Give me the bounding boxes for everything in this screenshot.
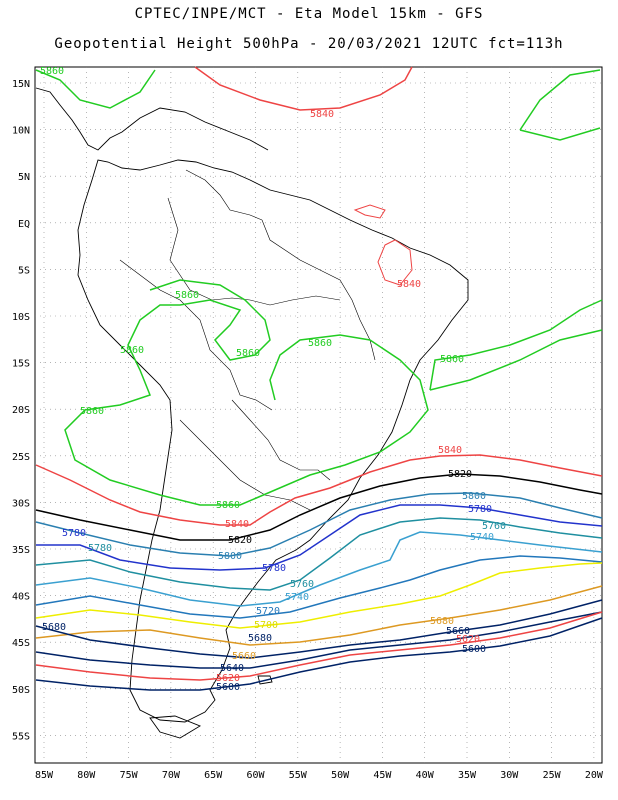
contour-label-5700: 5700 — [254, 620, 278, 631]
latitude-label: 15S — [12, 359, 30, 370]
contour-label-5860: 5860 — [120, 345, 144, 356]
contour-label-5840: 5840 — [310, 109, 334, 120]
contour-label-5760: 5760 — [290, 579, 314, 590]
longitude-label: 50W — [331, 770, 350, 781]
contour-label-5600: 5600 — [216, 682, 240, 693]
contour-label-5660: 5660 — [232, 651, 256, 662]
contour-label-5740: 5740 — [470, 532, 494, 543]
latitude-label: 40S — [12, 592, 30, 603]
contour-label-5860: 5860 — [175, 290, 199, 301]
longitude-label: 35W — [458, 770, 477, 781]
contour-label-5780: 5780 — [62, 528, 86, 539]
coastlines — [35, 87, 469, 739]
contour-label-5800: 5800 — [218, 551, 242, 562]
contour-label-5860: 5860 — [40, 66, 64, 77]
contour-label-5860: 5860 — [216, 500, 240, 511]
contour-label-5820: 5820 — [228, 535, 252, 546]
contour-label-5780: 5780 — [88, 543, 112, 554]
contour-label-5660: 5660 — [446, 626, 470, 637]
contour-label-5640: 5640 — [220, 663, 244, 674]
longitude-label: 85W — [35, 770, 54, 781]
longitude-label: 55W — [289, 770, 308, 781]
contour-label-5760: 5760 — [482, 521, 506, 532]
latitude-labels: 15N 10N 5N EQ 5S 10S 15S 20S 25S 30S 35S 40S 45S 50S 5… — [12, 79, 30, 742]
latitude-label: 15N — [12, 79, 30, 90]
latitude-label: 35S — [12, 545, 30, 556]
contour-label-5780: 5780 — [262, 563, 286, 574]
longitude-label: 70W — [162, 770, 181, 781]
longitude-labels: 85W 80W 75W 70W 65W 60W 55W 50W 45W 40W 35W 30W 25W 2… — [35, 770, 604, 781]
contour-label-5820: 5820 — [448, 469, 472, 480]
contour-label-5800: 5800 — [462, 491, 486, 502]
contour-label-5860: 5860 — [308, 338, 332, 349]
map-title: CPTEC/INPE/MCT - Eta Model 15km - GFS — [134, 6, 484, 22]
contour-label-5740: 5740 — [285, 592, 309, 603]
contour-label-5860: 5860 — [236, 348, 260, 359]
longitude-label: 25W — [543, 770, 562, 781]
contour-label-5720: 5720 — [256, 606, 280, 617]
latitude-label: 20S — [12, 405, 30, 416]
contour-label-5840: 5840 — [225, 519, 249, 530]
country-borders — [119, 169, 376, 511]
contour-label-5860: 5860 — [80, 406, 104, 417]
contour-label-5620: 5620 — [216, 673, 240, 684]
latitude-label: 50S — [12, 685, 30, 696]
latitude-label: 55S — [12, 731, 30, 742]
longitude-label: 60W — [246, 770, 265, 781]
longitude-label: 45W — [373, 770, 392, 781]
map-frame — [34, 66, 603, 764]
longitude-label: 75W — [120, 770, 139, 781]
longitude-label: 20W — [585, 770, 604, 781]
latitude-label: 5N — [18, 172, 30, 183]
contour-label-5680: 5680 — [430, 616, 454, 627]
longitude-label: 40W — [416, 770, 435, 781]
latitude-label: 25S — [12, 452, 30, 463]
map-subtitle: Geopotential Height 500hPa - 20/03/2021 … — [54, 36, 564, 52]
latitude-label: 45S — [12, 638, 30, 649]
latitude-label: 30S — [12, 498, 30, 509]
contour-label-5780: 5780 — [468, 504, 492, 515]
contour-label-5620: 5620 — [456, 634, 480, 645]
contour-label-5600: 5600 — [462, 644, 486, 655]
contour-label-5840: 5840 — [438, 445, 462, 456]
longitude-label: 30W — [500, 770, 519, 781]
contour-label-5860: 5860 — [440, 354, 464, 365]
latitude-label: EQ — [18, 219, 30, 230]
latitude-label: 10S — [12, 312, 30, 323]
latitude-label: 10N — [12, 126, 30, 137]
grid-lines — [35, 67, 602, 763]
longitude-label: 80W — [77, 770, 96, 781]
contour-label-5680: 5680 — [248, 633, 272, 644]
longitude-label: 65W — [204, 770, 223, 781]
contour-labels: 5860 5840 5860 5860 5860 5860 5860 5860 … — [40, 66, 506, 693]
contour-lines — [35, 66, 603, 691]
latitude-label: 5S — [18, 265, 30, 276]
contour-label-5680: 5680 — [42, 622, 66, 633]
contour-label-5840: 5840 — [397, 279, 421, 290]
